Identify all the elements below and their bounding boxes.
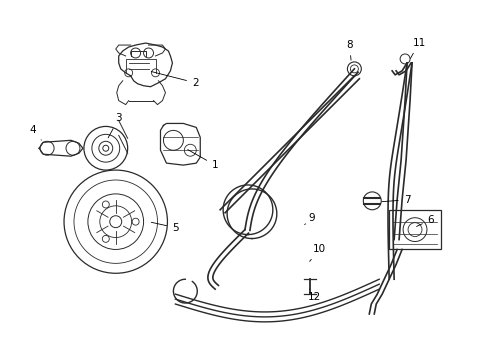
Bar bbox=[388, 210, 440, 249]
Text: 11: 11 bbox=[409, 38, 425, 58]
Text: 7: 7 bbox=[381, 195, 409, 205]
Text: 8: 8 bbox=[346, 40, 352, 60]
Text: 4: 4 bbox=[30, 125, 41, 140]
Text: 10: 10 bbox=[309, 244, 325, 261]
Text: 9: 9 bbox=[304, 213, 314, 225]
Text: 1: 1 bbox=[187, 150, 218, 170]
Text: 5: 5 bbox=[151, 222, 178, 233]
Text: 3: 3 bbox=[108, 113, 122, 138]
Text: 6: 6 bbox=[416, 215, 433, 226]
Text: 2: 2 bbox=[151, 72, 198, 88]
Text: 12: 12 bbox=[307, 289, 321, 302]
